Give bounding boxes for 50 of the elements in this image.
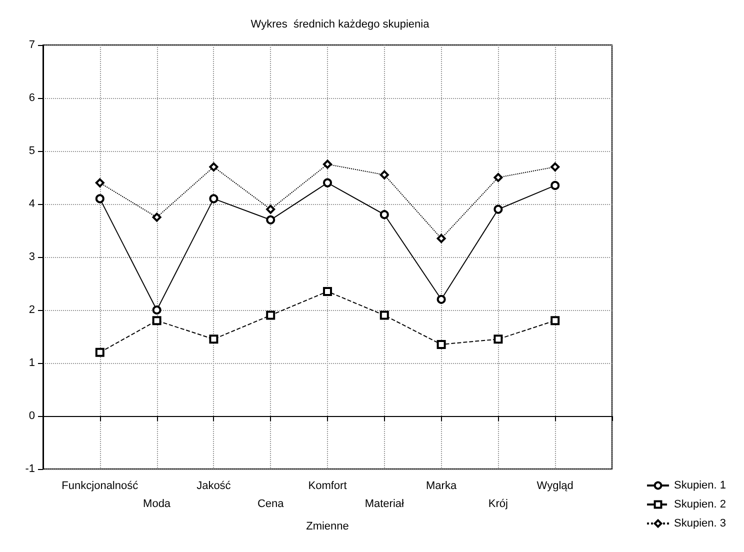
point bbox=[323, 286, 332, 296]
x-tick-label: Komfort bbox=[308, 480, 347, 492]
point bbox=[494, 334, 503, 344]
x-tick-label: Moda bbox=[143, 498, 172, 510]
point bbox=[266, 310, 276, 320]
y-tick-label: 1 bbox=[28, 357, 35, 369]
chart-title: Wykres średnich każdego skupienia bbox=[250, 18, 430, 30]
point bbox=[494, 173, 503, 182]
point bbox=[380, 310, 389, 320]
point bbox=[436, 234, 446, 243]
point bbox=[152, 212, 162, 222]
point bbox=[209, 162, 218, 172]
point bbox=[266, 215, 276, 224]
point bbox=[436, 340, 446, 349]
point bbox=[266, 204, 276, 214]
point bbox=[323, 160, 332, 169]
y-tick-label: 2 bbox=[28, 304, 35, 316]
x-tick-label: Jakość bbox=[196, 480, 232, 492]
point bbox=[380, 210, 389, 220]
legend-label: Skupien. 1 bbox=[674, 480, 726, 492]
y-tick-label: 4 bbox=[28, 198, 35, 210]
point bbox=[494, 204, 503, 214]
legend-label: Skupien. 2 bbox=[674, 498, 726, 510]
point bbox=[152, 306, 162, 314]
point bbox=[550, 316, 560, 326]
point bbox=[550, 162, 560, 172]
x-tick-label: Materiał bbox=[364, 498, 405, 510]
point bbox=[95, 194, 104, 204]
y-tick-label: 0 bbox=[28, 410, 35, 422]
x-axis-title: Zmienne bbox=[306, 520, 349, 532]
point bbox=[323, 178, 332, 188]
y-tick-label: 6 bbox=[28, 92, 35, 104]
legend-label: Skupien. 3 bbox=[674, 518, 726, 530]
point bbox=[95, 348, 104, 357]
x-tick-label: Wygląd bbox=[536, 480, 574, 492]
point bbox=[95, 178, 104, 188]
x-tick-label: Krój bbox=[488, 498, 508, 510]
point bbox=[209, 194, 218, 204]
point bbox=[550, 180, 560, 190]
x-tick-label: Funkcjonalność bbox=[62, 480, 139, 492]
y-tick-label: 3 bbox=[28, 251, 35, 263]
x-tick-label: Marka bbox=[426, 480, 458, 492]
point bbox=[436, 294, 446, 304]
x-tick-label: Cena bbox=[257, 498, 285, 510]
point bbox=[380, 170, 389, 180]
y-tick-label: 5 bbox=[28, 145, 35, 157]
y-tick-label: 7 bbox=[28, 39, 35, 51]
point bbox=[152, 316, 162, 326]
point bbox=[209, 334, 218, 344]
y-tick-label: -1 bbox=[25, 463, 35, 475]
